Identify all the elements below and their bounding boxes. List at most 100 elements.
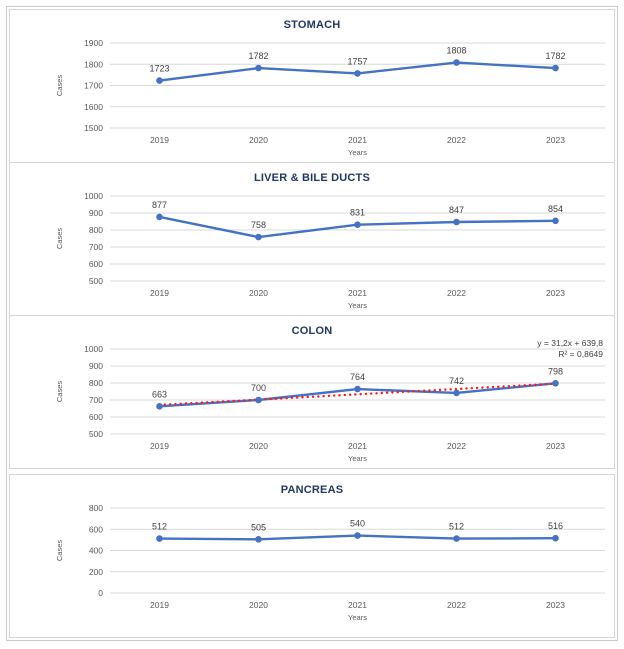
x-tick-label: 2021 bbox=[348, 288, 367, 298]
data-point bbox=[354, 70, 361, 77]
y-tick-label: 700 bbox=[89, 242, 103, 252]
x-tick-label: 2019 bbox=[150, 600, 169, 610]
trendline-r-squared: R² = 0,8649 bbox=[558, 349, 603, 359]
data-label: 516 bbox=[548, 521, 563, 531]
chart-panel-liver-bile-ducts[interactable]: LIVER & BILE DUCTS 1000 900 800 700 600 500 20… bbox=[9, 162, 615, 316]
x-tick-label: 2020 bbox=[249, 135, 268, 145]
x-tick-label: 2020 bbox=[249, 288, 268, 298]
x-tick-label: 2019 bbox=[150, 441, 169, 451]
x-tick-label: 2021 bbox=[348, 600, 367, 610]
y-tick-label: 0 bbox=[98, 588, 103, 598]
data-point bbox=[255, 536, 262, 543]
data-point bbox=[255, 233, 262, 241]
data-label: 512 bbox=[449, 522, 464, 532]
x-tick-label: 2021 bbox=[348, 135, 367, 145]
line-chart-stomach: 1900 1800 1700 1600 1500 2019 2020 2021 2022 2023… bbox=[55, 38, 605, 157]
y-tick-label: 1700 bbox=[84, 81, 103, 91]
y-tick-label: 1000 bbox=[84, 191, 103, 201]
data-label: 512 bbox=[152, 522, 167, 532]
chart-panel-colon[interactable]: COLON 1000 900 800 700 600 500 2019 2020 2021 202… bbox=[9, 315, 615, 469]
data-label: 1757 bbox=[347, 56, 367, 66]
data-point bbox=[552, 217, 559, 225]
data-point bbox=[552, 534, 559, 542]
y-tick-label: 1500 bbox=[84, 123, 103, 133]
figure-frame: STOMACH 1900 1800 1700 1600 1500 2019 2020 2021… bbox=[6, 6, 618, 641]
x-axis-title: Years bbox=[348, 454, 367, 463]
data-label: 1808 bbox=[446, 46, 466, 56]
data-label: 663 bbox=[152, 389, 167, 399]
x-tick-label: 2023 bbox=[546, 288, 565, 298]
x-axis-title: Years bbox=[348, 148, 367, 157]
data-label: 847 bbox=[449, 205, 464, 215]
line-chart-pancreas: 800 600 400 200 0 2019 2020 2021 2022 2023 Years Ca… bbox=[55, 503, 605, 622]
data-label: 1782 bbox=[248, 51, 268, 61]
x-tick-label: 2021 bbox=[348, 441, 367, 451]
y-axis-title: Cases bbox=[55, 228, 64, 250]
data-point bbox=[156, 535, 163, 542]
data-point bbox=[453, 59, 460, 66]
data-label: 854 bbox=[548, 204, 563, 214]
y-tick-label: 700 bbox=[89, 395, 103, 405]
y-tick-label: 800 bbox=[89, 378, 103, 388]
chart-panel-stomach[interactable]: STOMACH 1900 1800 1700 1600 1500 2019 2020 2021… bbox=[9, 9, 615, 163]
chart-title-colon: COLON bbox=[291, 325, 333, 337]
y-tick-label: 500 bbox=[89, 276, 103, 286]
chart-title-pancreas: PANCREAS bbox=[280, 484, 344, 496]
data-point bbox=[354, 532, 361, 539]
data-label: 505 bbox=[251, 522, 266, 532]
x-tick-label: 2022 bbox=[447, 600, 466, 610]
x-tick-label: 2019 bbox=[150, 288, 169, 298]
data-point bbox=[255, 396, 262, 404]
data-point bbox=[453, 389, 460, 397]
y-axis-title: Cases bbox=[55, 75, 64, 97]
x-tick-label: 2022 bbox=[447, 288, 466, 298]
y-tick-label: 600 bbox=[89, 259, 103, 269]
data-point bbox=[354, 385, 361, 393]
data-label: 764 bbox=[350, 372, 365, 382]
chart-title-stomach: STOMACH bbox=[283, 19, 341, 31]
x-axis-title: Years bbox=[348, 613, 367, 622]
x-tick-label: 2020 bbox=[249, 441, 268, 451]
x-axis-title: Years bbox=[348, 301, 367, 310]
data-label: 1782 bbox=[545, 51, 565, 61]
y-tick-label: 900 bbox=[89, 208, 103, 218]
y-tick-label: 1000 bbox=[84, 344, 103, 354]
x-tick-label: 2022 bbox=[447, 441, 466, 451]
data-point bbox=[156, 77, 163, 84]
data-point bbox=[453, 535, 460, 542]
y-tick-label: 600 bbox=[89, 412, 103, 422]
chart-panel-pancreas[interactable]: PANCREAS 800 600 400 200 0 2019 2020 2021 2022 20… bbox=[9, 474, 615, 638]
y-tick-label: 1900 bbox=[84, 38, 103, 48]
trendline-equation: y = 31,2x + 639,8 bbox=[537, 339, 603, 348]
data-label: 831 bbox=[350, 208, 365, 218]
y-tick-label: 1800 bbox=[84, 59, 103, 69]
data-point bbox=[156, 213, 163, 221]
data-label: 700 bbox=[251, 383, 266, 393]
y-axis-title: Cases bbox=[55, 381, 64, 403]
y-tick-label: 1600 bbox=[84, 102, 103, 112]
x-tick-label: 2022 bbox=[447, 135, 466, 145]
y-tick-label: 500 bbox=[89, 429, 103, 439]
x-tick-label: 2023 bbox=[546, 441, 565, 451]
x-tick-label: 2019 bbox=[150, 135, 169, 145]
data-label: 540 bbox=[350, 519, 365, 529]
line-chart-liver-bile-ducts: 1000 900 800 700 600 500 2019 2020 2021 2022 2023 Y… bbox=[55, 191, 605, 310]
chart-title-liver-bile-ducts: LIVER & BILE DUCTS bbox=[253, 172, 371, 184]
y-tick-label: 800 bbox=[89, 503, 103, 513]
data-point bbox=[453, 218, 460, 226]
x-tick-label: 2023 bbox=[546, 600, 565, 610]
data-label: 742 bbox=[449, 376, 464, 386]
y-tick-label: 200 bbox=[89, 567, 103, 577]
data-label: 798 bbox=[548, 366, 563, 376]
data-point bbox=[255, 64, 262, 72]
data-label: 1723 bbox=[149, 64, 169, 74]
x-tick-label: 2023 bbox=[546, 135, 565, 145]
y-tick-label: 400 bbox=[89, 546, 103, 556]
data-point bbox=[156, 403, 163, 410]
data-point bbox=[354, 221, 361, 228]
data-label: 877 bbox=[152, 200, 167, 210]
line-chart-colon: 1000 900 800 700 600 500 2019 2020 2021 2022 2023 Y… bbox=[55, 339, 605, 463]
y-tick-label: 800 bbox=[89, 225, 103, 235]
data-label: 758 bbox=[251, 220, 266, 230]
y-tick-label: 900 bbox=[89, 361, 103, 371]
